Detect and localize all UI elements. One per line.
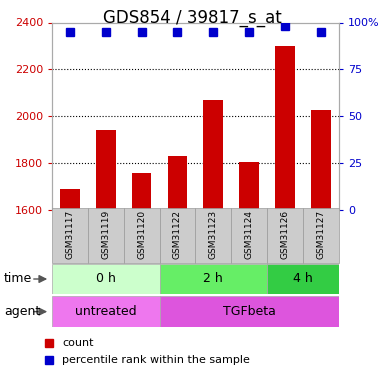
Bar [159, 264, 267, 294]
Text: GSM31123: GSM31123 [209, 210, 218, 259]
Text: percentile rank within the sample: percentile rank within the sample [62, 355, 250, 365]
Text: 2 h: 2 h [203, 273, 223, 285]
Bar [132, 172, 151, 210]
Bar [267, 264, 339, 294]
Bar [203, 100, 223, 210]
Text: GSM31120: GSM31120 [137, 210, 146, 259]
Bar [52, 296, 159, 327]
Text: GSM31122: GSM31122 [173, 210, 182, 259]
Text: time: time [4, 273, 32, 285]
Bar [52, 264, 159, 294]
Text: 0 h: 0 h [96, 273, 115, 285]
Bar [303, 208, 339, 262]
Bar [275, 46, 295, 210]
Text: GSM31119: GSM31119 [101, 210, 110, 259]
Text: GSM31124: GSM31124 [244, 210, 254, 259]
Text: GDS854 / 39817_s_at: GDS854 / 39817_s_at [103, 9, 282, 27]
Bar [239, 162, 259, 210]
Bar [159, 296, 339, 327]
Text: GSM31117: GSM31117 [65, 210, 74, 259]
Text: GSM31126: GSM31126 [281, 210, 290, 259]
Text: TGFbeta: TGFbeta [223, 305, 276, 318]
Text: count: count [62, 338, 94, 348]
Text: agent: agent [4, 305, 40, 318]
Bar [124, 208, 159, 262]
Bar [96, 130, 115, 210]
Bar [159, 208, 196, 262]
Bar [88, 208, 124, 262]
Text: GSM31127: GSM31127 [316, 210, 325, 259]
Bar [195, 208, 231, 262]
Bar [60, 189, 80, 210]
Bar [231, 208, 267, 262]
Bar [167, 156, 187, 210]
Text: untreated: untreated [75, 305, 137, 318]
Bar [311, 110, 331, 210]
Bar [52, 208, 88, 262]
Bar [267, 208, 303, 262]
Text: 4 h: 4 h [293, 273, 313, 285]
